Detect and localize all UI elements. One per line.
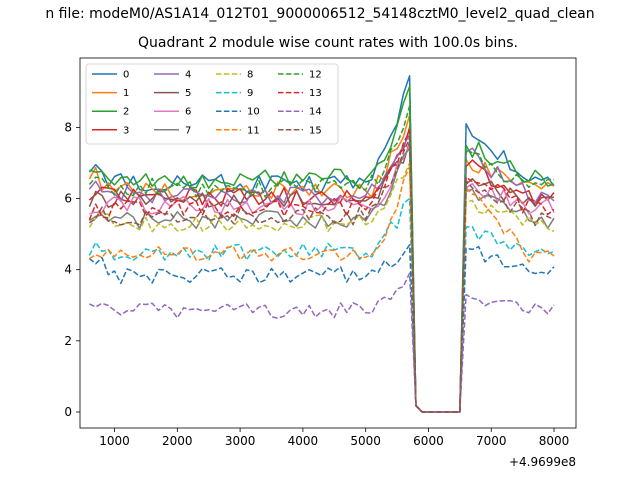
x-tick-label-6000: 6000 [413, 434, 444, 448]
series-line-9 [88, 197, 555, 413]
x-tick-label-1000: 1000 [99, 434, 130, 448]
y-axis: 0 2 4 6 8 [64, 120, 80, 419]
y-tick-label-4: 4 [64, 263, 72, 277]
legend-label-8: 8 [247, 70, 253, 81]
legend-box [85, 63, 339, 145]
x-offset-text: +4.9699e8 [509, 455, 576, 469]
x-axis: 1000 2000 3000 4000 5000 6000 7000 8000 [99, 428, 569, 448]
plot-frame [79, 57, 577, 429]
legend-label-1: 1 [123, 88, 129, 99]
legend-label-12: 12 [309, 70, 322, 81]
legend-label-2: 2 [123, 107, 129, 118]
series-line-6 [89, 144, 555, 413]
series-line-15 [88, 137, 555, 413]
legend-label-0: 0 [123, 70, 129, 81]
chart-title: Quadrant 2 module wise count rates with … [138, 35, 518, 51]
y-tick-label-8: 8 [64, 120, 72, 134]
x-tick-label-3000: 3000 [225, 434, 256, 448]
legend-label-4: 4 [185, 70, 191, 81]
x-tick-label-5000: 5000 [350, 434, 381, 448]
series-line-10 [88, 244, 555, 413]
series-line-1 [88, 114, 555, 413]
legend-label-13: 13 [309, 88, 322, 99]
series-line-4 [88, 133, 555, 413]
x-tick-label-4000: 4000 [288, 434, 319, 448]
legend-label-11: 11 [247, 125, 260, 136]
legend-label-5: 5 [185, 88, 191, 99]
legend-label-6: 6 [185, 107, 191, 118]
legend-label-10: 10 [247, 107, 260, 118]
legend-label-15: 15 [309, 125, 322, 136]
series-line-8 [88, 162, 555, 413]
y-tick-label-0: 0 [64, 405, 72, 419]
series-line-11 [89, 165, 555, 413]
series-line-3 [88, 126, 555, 413]
legend-label-14: 14 [309, 107, 322, 118]
figure-suptitle: n file: modeM0/AS1A14_012T01_9000006512_… [45, 6, 595, 22]
series-lines [88, 75, 555, 413]
legend-label-3: 3 [123, 125, 129, 136]
series-line-13 [88, 130, 555, 413]
y-tick-label-2: 2 [64, 334, 72, 348]
series-line-12 [88, 105, 555, 413]
x-tick-label-8000: 8000 [539, 434, 570, 448]
x-tick-label-2000: 2000 [162, 434, 193, 448]
series-line-5 [88, 140, 555, 413]
y-tick-label-6: 6 [64, 192, 72, 206]
series-line-14 [89, 272, 555, 413]
x-tick-label-7000: 7000 [476, 434, 507, 448]
legend-label-7: 7 [185, 125, 191, 136]
series-line-7 [88, 147, 555, 413]
legend-label-9: 9 [247, 88, 253, 99]
